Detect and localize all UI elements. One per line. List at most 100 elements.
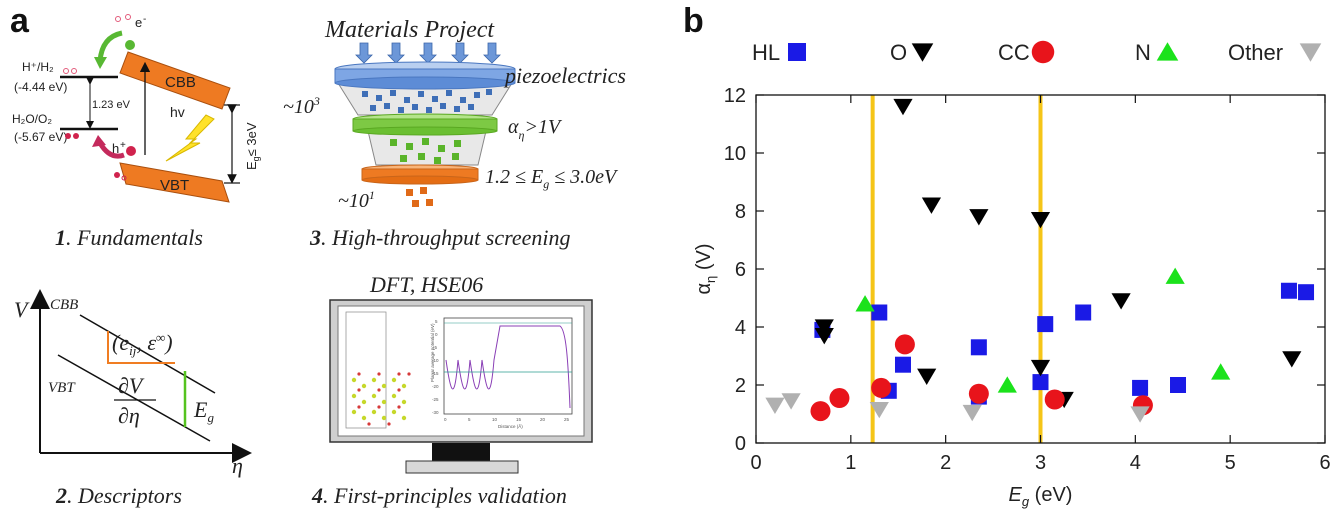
data-point-n xyxy=(855,295,875,312)
monitor-base xyxy=(405,460,519,474)
data-point-o xyxy=(1030,359,1051,377)
data-point-o xyxy=(814,319,834,336)
hole-label: h xyxy=(112,141,119,156)
data-point-hl xyxy=(1298,284,1315,301)
y-tick-label: 0 xyxy=(735,433,746,455)
potential-plot-frame xyxy=(443,317,573,415)
series-n xyxy=(855,267,1231,393)
legend-label-n: N xyxy=(1135,40,1151,65)
legend-label-other: Other xyxy=(1228,40,1283,65)
y-tick-label: 4 xyxy=(735,317,746,339)
y-tick-label: 12 xyxy=(724,85,746,107)
legend-marker-o xyxy=(911,43,934,62)
data-point-o xyxy=(893,98,913,116)
vbt-label: VBT xyxy=(160,177,189,194)
h2-energy: (-4.44 eV) xyxy=(14,80,67,94)
y-tick-label: 6 xyxy=(735,259,746,281)
vbt-band xyxy=(119,162,230,203)
electron-dot xyxy=(125,40,135,50)
caption-fundamentals: 1. Fundamentals xyxy=(55,225,203,250)
svg-text:-30: -30 xyxy=(432,410,439,415)
data-point-other xyxy=(962,404,982,422)
data-point-o xyxy=(969,209,989,226)
potential-plot-yticks: 5 0 -5 -10 -15 -20 -25 -30 xyxy=(432,319,439,415)
legend-marker-cc xyxy=(1031,40,1055,64)
layer-piezo-label: piezoelectrics xyxy=(503,63,626,88)
green-cubes xyxy=(390,138,461,164)
svg-text:-20: -20 xyxy=(432,384,439,389)
svg-text:Distance (Å): Distance (Å) xyxy=(498,423,523,429)
blue-cubes xyxy=(362,89,492,113)
svg-text:-15: -15 xyxy=(432,371,439,376)
y-tick-label: 2 xyxy=(735,375,746,397)
data-point-hl xyxy=(871,304,888,321)
data-point-cc xyxy=(968,383,989,404)
panel-letter-b: b xyxy=(683,2,704,40)
data-point-hl xyxy=(970,339,987,356)
data-point-o xyxy=(917,368,937,385)
hole-dot xyxy=(126,146,136,156)
data-points xyxy=(765,98,1315,423)
screening-diagram: Materials Project piezoelectrics αη>1V 1… xyxy=(283,17,626,212)
caption-validation: 4. First-principles validation xyxy=(312,483,567,508)
dv-label: ∂V xyxy=(118,373,145,398)
svg-text:15: 15 xyxy=(516,417,522,422)
data-point-hl xyxy=(1280,282,1297,299)
eij-eps-label: (eij, ε∞) xyxy=(112,330,173,358)
eg-label: Eg xyxy=(193,397,214,425)
panel-letter-a: a xyxy=(10,2,29,40)
legend-label-o: O xyxy=(890,40,907,65)
vbt-label: VBT xyxy=(48,380,76,396)
svg-text:0: 0 xyxy=(435,332,438,337)
orange-cubes xyxy=(406,187,433,207)
data-point-hl xyxy=(1170,377,1187,393)
count-top-label: ~103 xyxy=(283,94,320,118)
svg-text:Planar average potential (eV): Planar average potential (eV) xyxy=(430,323,435,382)
y-tick-label: 10 xyxy=(724,143,746,165)
lightning-icon xyxy=(165,114,215,162)
x-tick-label: 3 xyxy=(1035,452,1046,474)
crystal-structure xyxy=(351,372,411,426)
data-point-o xyxy=(1111,293,1131,310)
gap-label: Eg≤ 3eV xyxy=(244,122,261,170)
svg-text:-: - xyxy=(143,14,146,25)
monitor-stand xyxy=(432,443,490,463)
data-point-cc xyxy=(871,377,892,398)
svg-text:20: 20 xyxy=(540,417,546,422)
data-point-n xyxy=(1211,363,1231,380)
data-point-o xyxy=(1282,351,1302,368)
data-point-other xyxy=(869,401,889,419)
svg-text:25: 25 xyxy=(564,417,570,422)
y-axis-ticks: 0 2 4 6 8 10 12 xyxy=(724,85,1325,455)
input-arrows xyxy=(355,42,501,64)
o2-energy: (-5.67 eV) xyxy=(14,130,67,144)
data-point-other xyxy=(1130,406,1150,423)
x-tick-label: 0 xyxy=(750,452,761,474)
caption-descriptors: 2. Descriptors xyxy=(56,483,182,508)
layer-eg-label: 1.2 ≤ Eg ≤ 3.0eV xyxy=(485,166,619,191)
data-point-o xyxy=(814,328,834,345)
series-o xyxy=(814,98,1302,409)
count-bottom-label: ~101 xyxy=(338,188,375,212)
data-point-hl xyxy=(1132,379,1149,396)
electron-label: e xyxy=(135,15,142,30)
legend-marker-hl xyxy=(788,43,806,61)
data-point-n xyxy=(1165,267,1185,284)
chart-legend: HL O CC N Other xyxy=(752,40,1322,65)
cbb-label: CBB xyxy=(50,297,78,313)
data-point-cc xyxy=(829,388,850,409)
hv-label: hv xyxy=(170,104,185,120)
series-cc xyxy=(810,334,1153,422)
data-point-other xyxy=(765,397,785,414)
svg-text:-10: -10 xyxy=(432,358,439,363)
x-tick-label: 2 xyxy=(940,452,951,474)
data-point-hl xyxy=(894,356,911,373)
gap-small-label: 1.23 eV xyxy=(92,99,131,111)
x-tick-label: 1 xyxy=(845,452,856,474)
fundamentals-diagram: CBB VBT 1.23 eV H⁺/H₂ (-4.44 eV) H₂O/O₂ … xyxy=(12,14,261,203)
data-point-other xyxy=(781,393,801,410)
source-label: Materials Project xyxy=(324,17,495,43)
data-point-o xyxy=(921,197,942,214)
eta-label: η xyxy=(232,453,243,478)
x-axis-label: Eg (eV) xyxy=(1009,484,1073,509)
